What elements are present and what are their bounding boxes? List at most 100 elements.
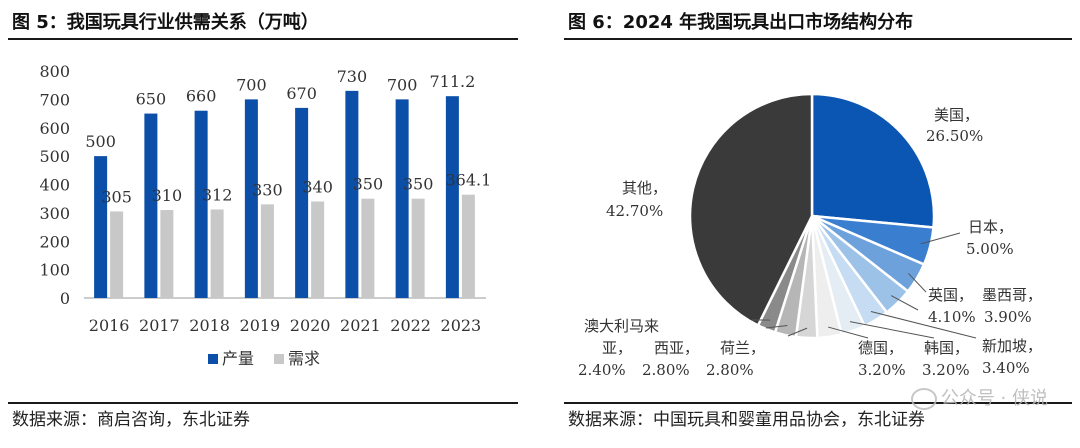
- pie-chart: 美国， 26.50% 日本， 5.00% 英国， 4.10% 墨西哥， 3.90% 新加坡， 3.…: [578, 92, 1042, 379]
- slice-label-name: 澳大利马来: [584, 317, 659, 335]
- bar-production: [194, 110, 208, 298]
- production-data-label: 650: [136, 90, 167, 109]
- y-tick-label: 700: [39, 90, 70, 109]
- y-tick-label: 500: [39, 147, 70, 166]
- production-data-label: 711.2: [429, 72, 475, 91]
- legend-swatch-production: [208, 354, 218, 364]
- demand-data-label: 364.1: [445, 171, 491, 190]
- leader-line: [849, 321, 935, 339]
- slice-data-label: 26.50%: [926, 127, 983, 145]
- x-tick-label: 2020: [290, 316, 331, 335]
- x-tick-label: 2021: [340, 316, 381, 335]
- source-rule: [8, 402, 518, 404]
- leader-line: [870, 311, 977, 339]
- bar-production: [345, 90, 359, 298]
- slice-label-name: 其他，: [622, 179, 667, 197]
- bar-production: [244, 99, 258, 298]
- demand-data-label: 350: [353, 175, 384, 194]
- bar-production: [295, 107, 309, 298]
- slice-data-label: 4.10%: [928, 308, 976, 326]
- leader-line: [765, 325, 788, 329]
- watermark-text: 公众号 · 侠说: [940, 388, 1048, 409]
- leader-line: [787, 327, 808, 337]
- slice-data-label: 5.00%: [966, 240, 1014, 258]
- bar-demand: [361, 198, 375, 298]
- slice-label-name: 日本，: [968, 218, 1013, 236]
- bar-production: [94, 156, 108, 298]
- x-tick-label: 2016: [89, 316, 130, 335]
- pie-chart-source: 数据来源：中国玩具和婴童用品协会，东北证券: [568, 410, 925, 430]
- y-tick-label: 600: [39, 119, 70, 138]
- slice-label-name: 新加坡，: [982, 337, 1042, 355]
- wechat-icon: [910, 388, 937, 410]
- slice-data-label: 3.90%: [984, 308, 1032, 326]
- bar-production: [445, 96, 459, 299]
- production-data-label: 670: [286, 84, 317, 103]
- bar-demand: [210, 209, 224, 298]
- pie-slice: [688, 92, 814, 328]
- leader-line: [920, 232, 961, 245]
- x-tick-label: 2022: [390, 316, 431, 335]
- demand-data-label: 310: [152, 186, 183, 205]
- watermark: 公众号 · 侠说: [910, 384, 1048, 410]
- y-tick-label: 300: [39, 204, 70, 223]
- x-tick-label: 2018: [189, 316, 230, 335]
- slice-label-name: 美国，: [934, 106, 979, 124]
- bar-chart-panel: 图 5：我国玩具行业供需关系（万吨） 0 100 200 300 400 500 600 70…: [0, 0, 526, 448]
- bar-demand: [260, 204, 274, 298]
- demand-data-label: 340: [302, 178, 333, 197]
- slice-data-label: 42.70%: [606, 202, 663, 220]
- demand-data-label: 330: [252, 180, 283, 199]
- y-tick-label: 800: [39, 62, 70, 81]
- demand-data-label: 350: [403, 175, 434, 194]
- legend-label-demand: 需求: [288, 349, 320, 368]
- y-tick-label: 100: [39, 261, 70, 280]
- production-data-label: 700: [236, 75, 267, 94]
- demand-data-label: 305: [101, 187, 132, 206]
- bar-chart-title: 图 5：我国玩具行业供需关系（万吨）: [12, 12, 319, 33]
- bar-demand: [110, 211, 124, 298]
- legend-label-production: 产量: [222, 349, 254, 368]
- title-rule: [8, 38, 518, 40]
- leader-line: [908, 273, 927, 293]
- bar-production: [395, 99, 409, 298]
- bar-demand: [160, 210, 174, 298]
- x-tick-label: 2019: [240, 316, 281, 335]
- production-data-label: 660: [186, 87, 217, 106]
- bar-chart-source: 数据来源：商启咨询，东北证券: [12, 410, 250, 430]
- legend-swatch-demand: [274, 354, 284, 364]
- y-tick-label: 400: [39, 176, 70, 195]
- x-tick-label: 2017: [139, 316, 180, 335]
- slice-data-label: 2.80%: [642, 361, 690, 379]
- bar-demand: [311, 201, 325, 298]
- pie-chart-title: 图 6：2024 年我国玩具出口市场结构分布: [568, 12, 914, 33]
- y-tick-label: 200: [39, 232, 70, 251]
- slice-label-name: 荷兰，: [720, 339, 765, 357]
- slice-data-label: 2.40%: [578, 361, 626, 379]
- production-data-label: 700: [387, 75, 418, 94]
- slice-data-label: 3.20%: [922, 361, 970, 379]
- production-data-label: 730: [337, 67, 368, 86]
- source-rule: [564, 402, 1072, 404]
- slice-label-name: 韩国，: [924, 339, 969, 357]
- slice-label-name: 墨西哥，: [982, 286, 1042, 304]
- slice-label-name: 英国，: [928, 286, 973, 304]
- production-data-label: 500: [85, 132, 116, 151]
- x-tick-label: 2023: [441, 316, 482, 335]
- leader-line: [828, 326, 869, 339]
- title-rule: [564, 38, 1072, 40]
- demand-data-label: 312: [202, 185, 233, 204]
- leader-line: [890, 295, 919, 311]
- slice-label-name: 德国，: [858, 339, 903, 357]
- slice-data-label: 3.40%: [982, 359, 1030, 377]
- pie-chart-panel: 图 6：2024 年我国玩具出口市场结构分布 美国， 26.50% 日本， 5.00%…: [556, 0, 1080, 448]
- slice-label-name: 亚，: [602, 339, 632, 357]
- slice-data-label: 3.20%: [858, 361, 906, 379]
- bar-chart: 0 100 200 300 400 500 600 700 800 2016 2017 2018 201…: [39, 62, 491, 368]
- y-tick-label: 0: [60, 289, 70, 308]
- bar-demand: [461, 194, 475, 298]
- slice-label-name: 西亚，: [654, 339, 699, 357]
- pie-slice: [810, 92, 936, 229]
- bar-demand: [411, 198, 425, 298]
- slice-data-label: 2.80%: [706, 361, 754, 379]
